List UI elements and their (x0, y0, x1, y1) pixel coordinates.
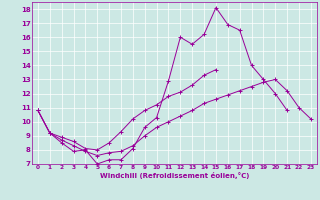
X-axis label: Windchill (Refroidissement éolien,°C): Windchill (Refroidissement éolien,°C) (100, 172, 249, 179)
